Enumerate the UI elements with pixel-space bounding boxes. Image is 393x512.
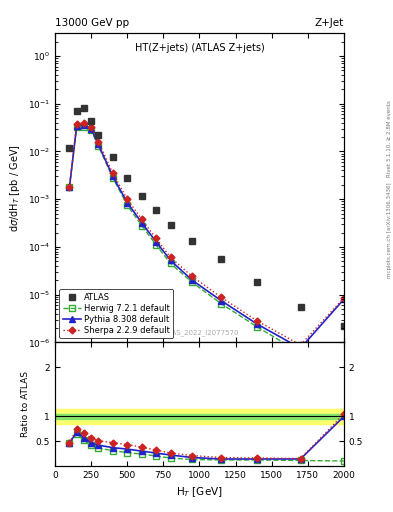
Sherpa 2.2.9 default (96, 139, 101, 145)
Line: Herwig 7.2.1 default: Herwig 7.2.1 default (67, 124, 347, 376)
Pythia 8.308 default (342, 296, 346, 302)
Line: Sherpa 2.2.9 default: Sherpa 2.2.9 default (67, 120, 346, 347)
Herwig 7.2.1 default (110, 175, 115, 181)
Text: Rivet 3.1.10, ≥ 2.8M events: Rivet 3.1.10, ≥ 2.8M events (387, 100, 392, 177)
Herwig 7.2.1 default (125, 202, 130, 208)
Text: ATLAS_2022_I2077570: ATLAS_2022_I2077570 (160, 329, 239, 336)
ATLAS (89, 118, 94, 124)
Herwig 7.2.1 default (89, 127, 94, 133)
Pythia 8.308 default (219, 297, 224, 304)
Herwig 7.2.1 default (298, 350, 303, 356)
Legend: ATLAS, Herwig 7.2.1 default, Pythia 8.308 default, Sherpa 2.2.9 default: ATLAS, Herwig 7.2.1 default, Pythia 8.30… (59, 289, 173, 338)
Pythia 8.308 default (96, 141, 101, 147)
ATLAS (219, 256, 224, 262)
Pythia 8.308 default (110, 174, 115, 180)
Sherpa 2.2.9 default (110, 170, 115, 176)
Herwig 7.2.1 default (67, 184, 72, 190)
Herwig 7.2.1 default (96, 143, 101, 149)
Herwig 7.2.1 default (342, 371, 346, 377)
Text: 13000 GeV pp: 13000 GeV pp (55, 18, 129, 28)
X-axis label: H$_T$ [GeV]: H$_T$ [GeV] (176, 485, 223, 499)
ATLAS (96, 132, 101, 138)
Sherpa 2.2.9 default (219, 294, 224, 301)
Text: HT(Z+jets) (ATLAS Z+jets): HT(Z+jets) (ATLAS Z+jets) (134, 42, 264, 53)
ATLAS (125, 175, 130, 181)
Pythia 8.308 default (298, 345, 303, 351)
Sherpa 2.2.9 default (190, 273, 195, 280)
Sherpa 2.2.9 default (298, 342, 303, 348)
Herwig 7.2.1 default (190, 280, 195, 286)
Pythia 8.308 default (82, 122, 86, 128)
Pythia 8.308 default (168, 258, 173, 264)
Text: mcplots.cern.ch [arXiv:1306.3436]: mcplots.cern.ch [arXiv:1306.3436] (387, 183, 392, 278)
Bar (55, 414, 344, 419)
Sherpa 2.2.9 default (255, 318, 260, 324)
Pythia 8.308 default (140, 220, 144, 226)
Sherpa 2.2.9 default (82, 120, 86, 126)
Sherpa 2.2.9 default (67, 184, 72, 190)
ATLAS (110, 154, 115, 160)
ATLAS (82, 105, 86, 111)
Sherpa 2.2.9 default (342, 295, 346, 301)
ATLAS (298, 304, 303, 310)
Sherpa 2.2.9 default (168, 254, 173, 261)
ATLAS (154, 207, 158, 214)
ATLAS (67, 144, 72, 151)
Pythia 8.308 default (74, 123, 79, 129)
Sherpa 2.2.9 default (74, 121, 79, 127)
Herwig 7.2.1 default (219, 301, 224, 307)
Line: ATLAS: ATLAS (66, 105, 347, 329)
Herwig 7.2.1 default (82, 124, 86, 130)
Pythia 8.308 default (154, 239, 158, 245)
Sherpa 2.2.9 default (89, 124, 94, 130)
Pythia 8.308 default (190, 277, 195, 283)
Sherpa 2.2.9 default (154, 236, 158, 242)
Sherpa 2.2.9 default (140, 216, 144, 222)
ATLAS (190, 238, 195, 244)
ATLAS (342, 323, 346, 329)
Sherpa 2.2.9 default (125, 196, 130, 202)
Pythia 8.308 default (125, 200, 130, 206)
Line: Pythia 8.308 default: Pythia 8.308 default (67, 122, 347, 351)
Pythia 8.308 default (255, 321, 260, 327)
Text: Z+Jet: Z+Jet (315, 18, 344, 28)
ATLAS (140, 193, 144, 199)
Herwig 7.2.1 default (74, 124, 79, 131)
Y-axis label: d$\sigma$/dH$_T$ [pb / GeV]: d$\sigma$/dH$_T$ [pb / GeV] (8, 144, 22, 232)
Herwig 7.2.1 default (255, 324, 260, 330)
Herwig 7.2.1 default (140, 223, 144, 229)
ATLAS (255, 280, 260, 286)
Y-axis label: Ratio to ATLAS: Ratio to ATLAS (21, 371, 30, 437)
Pythia 8.308 default (89, 125, 94, 132)
ATLAS (168, 222, 173, 228)
ATLAS (74, 108, 79, 114)
Herwig 7.2.1 default (154, 242, 158, 248)
Bar (55, 409, 344, 424)
Pythia 8.308 default (67, 184, 72, 190)
Herwig 7.2.1 default (168, 261, 173, 267)
